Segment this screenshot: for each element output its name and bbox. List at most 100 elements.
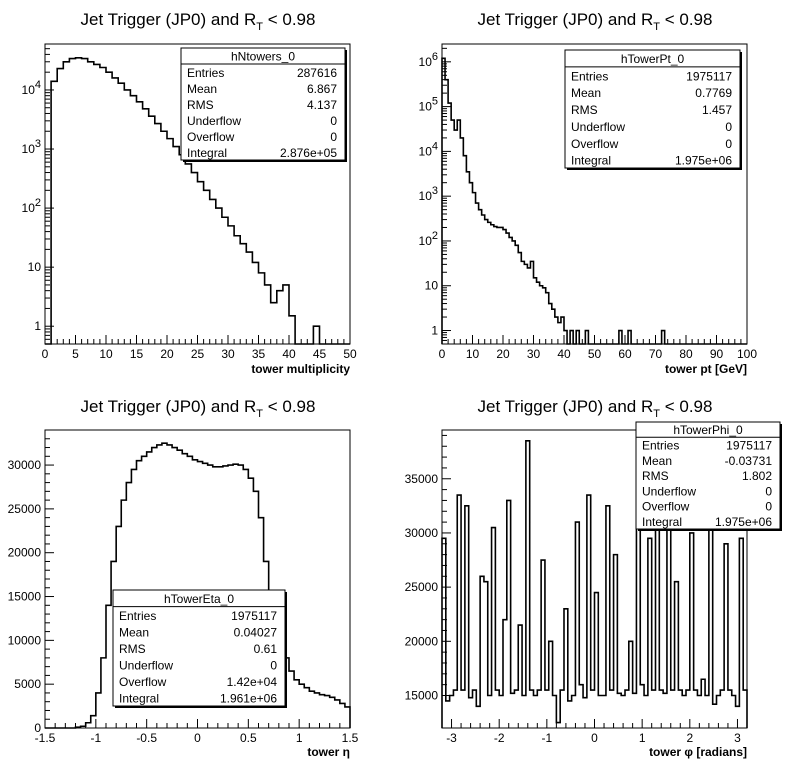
stats-key: Integral xyxy=(642,515,682,529)
histogram-panel-3: Jet Trigger (JP0) and RT < 0.98 -1.5 -1 -0.… xyxy=(8,397,359,759)
y-tick-label: 0 xyxy=(34,721,41,735)
histogram-panel-4: Jet Trigger (JP0) and RT < 0.98 -3 -2 -1 0 1 2… xyxy=(405,397,782,759)
y-tick-exponent: 2 xyxy=(432,230,438,242)
y-tick-label: 103 xyxy=(419,185,438,203)
stats-value: 287616 xyxy=(297,66,337,80)
y-tick-base: 10 xyxy=(425,279,439,293)
y-tick-base: 10000 xyxy=(8,633,42,647)
stats-key: Underflow xyxy=(642,484,696,498)
chart-title-rest: < 0.98 xyxy=(660,397,712,416)
stats-box: hNtowers_0 Entries 287616 Mean 6.867 RMS 4.137… xyxy=(180,47,347,162)
y-tick-label: 30000 xyxy=(8,458,42,472)
chart-title-subscript: T xyxy=(256,408,263,420)
stats-value: 1.975e+06 xyxy=(715,515,772,529)
y-tick-label: 103 xyxy=(22,138,41,156)
y-tick-base: 1 xyxy=(34,319,41,333)
chart-title-subscript: T xyxy=(256,21,263,33)
x-tick-label: 10 xyxy=(466,347,480,361)
y-tick-label: 15000 xyxy=(405,688,439,702)
y-tick-label: 10000 xyxy=(8,633,42,647)
stats-box-frame xyxy=(564,49,741,169)
stats-key: Entries xyxy=(571,69,608,83)
histogram-line xyxy=(45,442,351,729)
y-tick-base: 10 xyxy=(22,201,36,215)
histogram-line xyxy=(45,57,350,345)
x-tick-label: 30 xyxy=(221,347,235,361)
y-tick-base: 15000 xyxy=(405,688,439,702)
y-tick-label: 1 xyxy=(431,324,438,338)
y-tick-base: 10 xyxy=(419,55,433,69)
stats-box-name: hTowerEta_0 xyxy=(164,592,234,606)
y-tick-base: 10 xyxy=(22,142,36,156)
x-tick-label: 20 xyxy=(160,347,174,361)
x-tick-label: 80 xyxy=(679,347,693,361)
stats-value: 4.137 xyxy=(307,98,337,112)
chart-title-main: Jet Trigger (JP0) and R xyxy=(478,397,654,416)
y-tick-base: 1 xyxy=(431,324,438,338)
y-tick-exponent: 4 xyxy=(35,79,41,91)
x-tick-label: 45 xyxy=(313,347,327,361)
y-tick-exponent: 3 xyxy=(35,138,41,150)
x-tick-label: 60 xyxy=(618,347,632,361)
chart-title-subscript: T xyxy=(653,408,660,420)
stats-box-shadow-bottom xyxy=(183,160,347,162)
stats-box-frame xyxy=(635,421,781,530)
stats-key: RMS xyxy=(187,98,214,112)
y-tick-base: 0 xyxy=(34,721,41,735)
y-tick-exponent: 6 xyxy=(432,51,438,63)
x-tick-label: 70 xyxy=(649,347,663,361)
stats-value: -0.03731 xyxy=(725,454,773,468)
y-tick-label: 104 xyxy=(419,140,438,158)
stats-key: RMS xyxy=(571,103,598,117)
stats-key: Mean xyxy=(119,625,149,639)
x-tick-label: 25 xyxy=(191,347,205,361)
x-tick-label: -2 xyxy=(494,731,505,745)
stats-key: Entries xyxy=(187,66,224,80)
stats-value: 1.457 xyxy=(702,103,732,117)
histogram-panel-1: Jet Trigger (JP0) and RT < 0.980 5 10 15 20 2… xyxy=(22,10,357,376)
x-tick-label: 0 xyxy=(194,731,201,745)
x-tick-label: 0.5 xyxy=(240,731,257,745)
stats-box: hTowerEta_0 Entries 1975117 Mean 0.04027 RMS 0… xyxy=(112,589,287,708)
y-tick-base: 15000 xyxy=(8,590,42,604)
y-tick-label: 10 xyxy=(425,279,439,293)
stats-value: 0.04027 xyxy=(234,625,278,639)
y-tick-base: 35000 xyxy=(405,472,439,486)
x-axis-label: tower φ [radians] xyxy=(649,745,747,759)
y-tick-base: 20000 xyxy=(8,546,42,560)
chart-title: Jet Trigger (JP0) and RT < 0.98 xyxy=(478,10,713,33)
x-tick-label: 20 xyxy=(496,347,510,361)
chart-title-main: Jet Trigger (JP0) and R xyxy=(81,397,257,416)
stats-box-shadow-bottom xyxy=(115,706,287,708)
stats-key: Overflow xyxy=(119,675,167,689)
y-tick-label: 102 xyxy=(22,197,41,215)
x-tick-label: -3 xyxy=(446,731,457,745)
x-tick-label: 2 xyxy=(686,731,693,745)
stats-value: 0.61 xyxy=(254,642,278,656)
stats-key: RMS xyxy=(119,642,146,656)
y-tick-label: 1 xyxy=(34,319,41,333)
y-tick-exponent: 3 xyxy=(432,185,438,197)
stats-value: 0 xyxy=(725,137,732,151)
y-tick-label: 10 xyxy=(28,260,42,274)
x-tick-label: 1 xyxy=(296,731,303,745)
x-tick-label: 40 xyxy=(557,347,571,361)
stats-key: Underflow xyxy=(187,114,241,128)
chart-title-subscript: T xyxy=(653,21,660,33)
x-tick-label: 90 xyxy=(710,347,724,361)
chart-title: Jet Trigger (JP0) and RT < 0.98 xyxy=(81,397,316,420)
stats-box-name: hTowerPt_0 xyxy=(621,52,685,66)
y-tick-base: 30000 xyxy=(405,526,439,540)
stats-value: 0 xyxy=(330,114,337,128)
x-tick-label: 1.5 xyxy=(342,731,359,745)
stats-key: Overflow xyxy=(187,130,235,144)
x-tick-label: 10 xyxy=(99,347,113,361)
x-axis-label: tower multiplicity xyxy=(251,362,350,376)
x-tick-label: 1 xyxy=(639,731,646,745)
stats-box-shadow-right xyxy=(345,50,347,162)
x-tick-label: -1.5 xyxy=(35,731,56,745)
y-tick-label: 105 xyxy=(419,96,438,114)
x-tick-label: 3 xyxy=(734,731,741,745)
x-tick-label: -0.5 xyxy=(136,731,157,745)
stats-value: 1.802 xyxy=(742,469,772,483)
